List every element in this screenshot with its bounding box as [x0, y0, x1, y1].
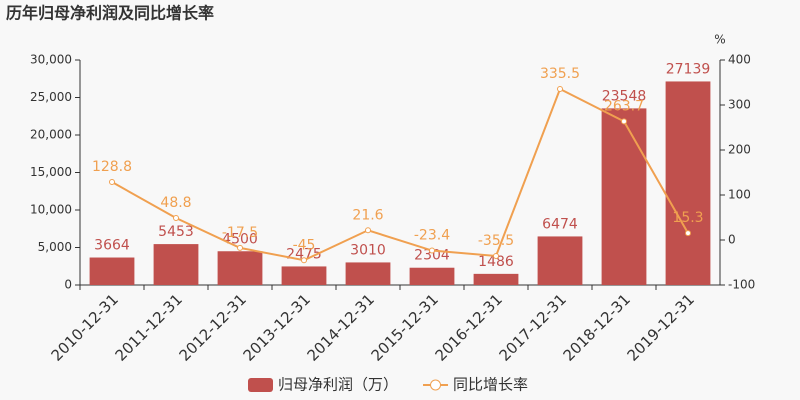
line-point — [685, 230, 691, 237]
line-label: 15.3 — [672, 210, 703, 226]
y2-tick-label: 300 — [728, 98, 751, 112]
line-label: -17.5 — [222, 225, 258, 241]
y2-tick-label: 100 — [728, 188, 751, 202]
x-tick-label: 2012-12-31 — [176, 290, 250, 364]
y-tick-label: 30,000 — [30, 53, 72, 67]
x-tick-label: 2016-12-31 — [432, 290, 506, 364]
line-point — [301, 257, 307, 264]
x-tick-label: 2011-12-31 — [112, 290, 186, 364]
bar-label: 3664 — [94, 238, 130, 254]
legend-label: 归母净利润（万） — [278, 376, 398, 394]
y2-tick-label: -100 — [728, 278, 755, 292]
line-label: 128.8 — [92, 159, 132, 175]
x-tick-label: 2018-12-31 — [560, 290, 634, 364]
x-tick-label: 2010-12-31 — [48, 290, 122, 364]
bar — [89, 257, 135, 285]
y-tick-label: 25,000 — [30, 90, 72, 104]
line-label: 48.8 — [160, 195, 191, 211]
y2-unit: % — [714, 33, 725, 47]
y-tick-label: 5,000 — [38, 240, 72, 254]
line-label: 21.6 — [352, 207, 383, 223]
line-label: 335.5 — [540, 66, 580, 82]
bar-label: 3010 — [350, 242, 386, 258]
bar-label: 5453 — [158, 224, 194, 240]
y2-tick-label: 200 — [728, 143, 751, 157]
line-point — [429, 247, 435, 254]
legend-label: 同比增长率 — [453, 376, 528, 394]
bar — [409, 267, 455, 285]
line-label: -35.5 — [478, 233, 514, 249]
line — [111, 87, 689, 262]
line-label: -23.4 — [414, 228, 450, 244]
chart-title: 历年归母净利润及同比增长率 — [6, 4, 214, 23]
bar-label: 1486 — [478, 254, 514, 270]
x-tick-label: 2019-12-31 — [624, 290, 698, 364]
y-tick-label: 20,000 — [30, 128, 72, 142]
legend-swatch — [248, 378, 273, 392]
bar — [601, 108, 647, 285]
x-tick-label: 2015-12-31 — [368, 290, 442, 364]
line-label: 263.7 — [604, 98, 644, 114]
legend-swatch — [430, 379, 442, 391]
y-tick-label: 10,000 — [30, 203, 72, 217]
line-point — [493, 252, 499, 259]
x-tick-label: 2014-12-31 — [304, 290, 378, 364]
bar — [537, 236, 583, 285]
y2-tick-label: 400 — [728, 53, 751, 67]
bar — [665, 81, 711, 286]
line-point — [365, 227, 371, 234]
x-tick-label: 2013-12-31 — [240, 290, 314, 364]
bar — [281, 266, 327, 285]
line-point — [557, 86, 563, 93]
y-tick-label: 0 — [64, 278, 72, 292]
bar-label: 23548 — [602, 88, 647, 104]
line-point — [237, 244, 243, 251]
bar-label: 27139 — [666, 61, 711, 77]
line-point — [109, 179, 115, 186]
bar — [473, 273, 519, 285]
y2-tick-label: 0 — [728, 233, 736, 247]
bar — [345, 262, 391, 285]
bar-label: 6474 — [542, 216, 578, 232]
line-point — [173, 215, 179, 222]
line-label: -45 — [293, 237, 316, 253]
bar — [217, 251, 263, 285]
y-tick-label: 15,000 — [30, 165, 72, 179]
line-point — [621, 118, 627, 125]
x-tick-label: 2017-12-31 — [496, 290, 570, 364]
bar — [153, 244, 199, 285]
